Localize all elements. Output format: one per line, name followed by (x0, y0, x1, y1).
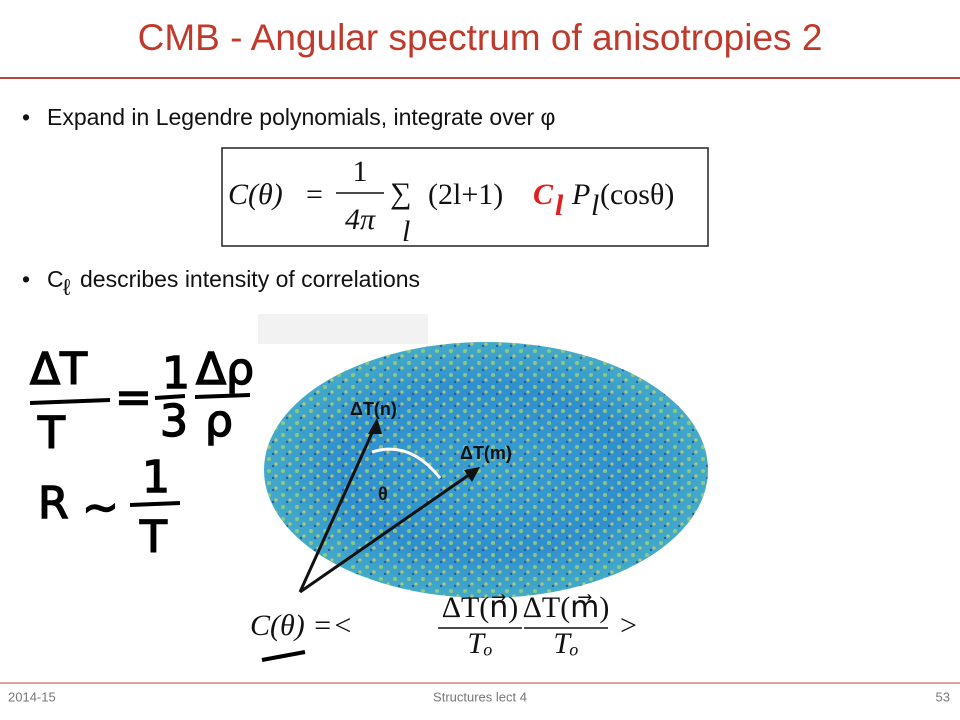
angle-arrow (371, 447, 442, 479)
arrow-head (368, 418, 382, 434)
footer-course: Structures lect 4 (433, 689, 527, 704)
formula-factor: (2l+1) (428, 178, 503, 211)
corr-den: Tₒ (467, 627, 492, 660)
cmb-map-texture (264, 342, 708, 598)
bullet-text: Expand in Legendre polynomials, integrat… (47, 104, 555, 130)
formula-num: 1 (353, 155, 368, 188)
formula-box (221, 147, 709, 247)
hand-eq: = (115, 372, 152, 423)
hand-drho: Δρ (196, 344, 254, 395)
formula-argument: (cosθ) (600, 178, 674, 211)
hand-R: R (38, 478, 69, 529)
image-margin (258, 314, 428, 344)
bullet-dot: • (22, 266, 30, 292)
vector-arrow (299, 468, 477, 594)
formula-eq: = (306, 178, 323, 211)
formula-sum-index: l (402, 215, 410, 248)
hand-stroke (261, 650, 306, 662)
footer-page: 53 (936, 689, 950, 704)
bullet-text: describes intensity of correlations (80, 266, 420, 292)
corr-num: ΔT(m⃗) (523, 591, 610, 624)
formula-sum: ∑ (390, 177, 411, 210)
hand-sim: ~ (82, 482, 119, 533)
corr-close: > (620, 609, 637, 642)
hand-T: T (37, 408, 65, 459)
hand-T: T (139, 512, 167, 563)
formula-den: 4π (345, 203, 376, 236)
hand-bar (194, 393, 251, 399)
hand-three: 3 (160, 396, 188, 447)
formula-coefficient: C (533, 178, 554, 211)
map-label: ΔT(n) (350, 399, 397, 419)
formula-lhs: C(θ) (228, 178, 283, 211)
hand-one: 1 (142, 452, 170, 503)
formula-coefficient-index: l (555, 189, 564, 222)
corr-num: ΔT(n⃗) (442, 591, 519, 624)
hand-bar (154, 394, 186, 400)
corr-lhs: C(θ) =< (250, 609, 353, 642)
slide-title: CMB - Angular spectrum of anisotropies 2 (138, 17, 823, 58)
map-angle: θ (378, 484, 388, 504)
arrow-head (464, 467, 480, 482)
bullet-symbol: C (47, 266, 64, 292)
corr-den: Tₒ (553, 627, 578, 660)
formula-polynomial-index: l (591, 189, 599, 222)
bullet-subscript: ℓ (63, 274, 71, 300)
hand-bar (29, 398, 111, 405)
bullet-dot: • (22, 104, 30, 130)
hand-rho: ρ (205, 396, 233, 447)
formula-polynomial: P (571, 178, 590, 211)
hand-one: 1 (162, 348, 190, 399)
hand-bar (129, 501, 181, 507)
footer-date: 2014-15 (8, 689, 56, 704)
vector-arrow (298, 421, 379, 593)
hand-dT: ΔT (30, 344, 87, 395)
map-label: ΔT(m) (460, 443, 512, 463)
